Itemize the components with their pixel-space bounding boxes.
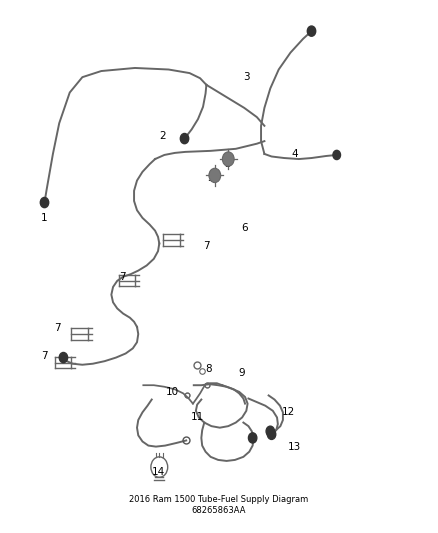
Circle shape	[59, 352, 67, 362]
Circle shape	[266, 426, 275, 437]
Circle shape	[40, 197, 49, 208]
Circle shape	[223, 152, 234, 166]
Text: 2016 Ram 1500 Tube-Fuel Supply Diagram
68265863AA: 2016 Ram 1500 Tube-Fuel Supply Diagram 6…	[129, 495, 309, 515]
Text: 7: 7	[41, 351, 48, 361]
Circle shape	[267, 429, 276, 439]
Text: 13: 13	[288, 442, 301, 451]
Text: 6: 6	[241, 223, 247, 233]
Text: 11: 11	[191, 413, 204, 423]
Text: 7: 7	[54, 323, 60, 333]
Text: 14: 14	[152, 467, 165, 477]
Text: 5: 5	[207, 173, 214, 183]
Text: 3: 3	[243, 72, 250, 82]
Circle shape	[307, 26, 316, 36]
Text: 10: 10	[165, 387, 178, 397]
Text: 4: 4	[291, 149, 298, 159]
Text: 1: 1	[41, 213, 48, 223]
Text: 5: 5	[224, 159, 231, 169]
Text: 8: 8	[205, 364, 212, 374]
Text: 7: 7	[119, 272, 126, 282]
Text: 2: 2	[159, 131, 166, 141]
Text: 12: 12	[282, 407, 295, 417]
Text: 7: 7	[203, 241, 210, 251]
Text: 9: 9	[239, 368, 245, 378]
Circle shape	[209, 168, 221, 183]
Circle shape	[248, 433, 257, 443]
Circle shape	[333, 150, 340, 159]
Circle shape	[180, 133, 189, 144]
